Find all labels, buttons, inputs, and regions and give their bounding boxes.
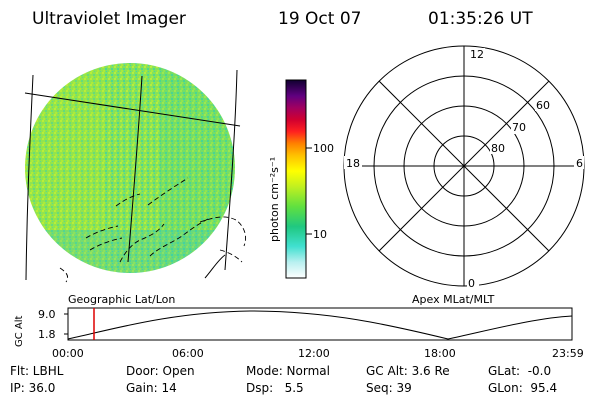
mlat-label-80: 80	[491, 142, 505, 155]
time-tick-1200: 12:00	[298, 347, 330, 360]
time-tick-0000: 00:00	[52, 347, 84, 360]
date-label: 19 Oct 07	[278, 9, 361, 29]
time-tick-0600: 06:00	[172, 347, 204, 360]
gc-alt-axis-label: GC Alt	[14, 315, 25, 347]
status-gc-alt: GC Alt: 3.6 Re	[366, 364, 450, 378]
status-glon: GLon: 95.4	[488, 381, 558, 395]
colorbar: 100 10 photon cm⁻²s⁻¹	[268, 79, 334, 279]
altitude-curve	[67, 310, 573, 340]
mlat-label-60: 60	[536, 99, 550, 112]
geographic-grid	[24, 69, 241, 281]
mlt-label-12: 12	[470, 48, 484, 61]
status-gain: Gain: 14	[126, 381, 177, 395]
polar-labels: 12 18 6 0 60 70 80	[344, 48, 584, 290]
mlt-label-18: 18	[346, 157, 360, 170]
gc-alt-tick-9: 9.0	[38, 308, 56, 321]
colorbar-ramp	[285, 79, 307, 279]
geographic-image	[24, 63, 247, 283]
time-label: 01:35:26 UT	[428, 9, 533, 29]
status-dsp: Dsp: 5.5	[246, 381, 304, 395]
geographic-caption: Geographic Lat/Lon	[68, 293, 175, 306]
colorbar-tick-100: 100	[313, 142, 334, 155]
time-tick-1800: 18:00	[424, 347, 456, 360]
polar-plot	[343, 45, 585, 287]
time-tick-2359: 23:59	[552, 347, 584, 360]
status-glat: GLat: -0.0	[488, 364, 552, 378]
status-ip: IP: 36.0	[10, 381, 56, 395]
gc-alt-tick-1-8: 1.8	[38, 328, 56, 341]
status-seq: Seq: 39	[366, 381, 412, 395]
earth-disk	[25, 63, 235, 273]
altitude-timeline: 9.0 1.8 GC Alt 00:00 06:00 12:00 18:00 2…	[14, 307, 584, 360]
status-door: Door: Open	[126, 364, 195, 378]
status-mode: Mode: Normal	[246, 364, 330, 378]
mlt-label-6: 6	[576, 157, 583, 170]
coastlines	[59, 177, 247, 283]
colorbar-unit-label: photon cm⁻²s⁻¹	[268, 157, 281, 242]
instrument-title: Ultraviolet Imager	[32, 9, 186, 29]
status-filter: Flt: LBHL	[10, 364, 64, 378]
colorbar-tick-10: 10	[313, 228, 327, 241]
apex-caption: Apex MLat/MLT	[412, 293, 495, 306]
mlt-label-0: 0	[468, 277, 475, 290]
timeline-frame	[67, 307, 573, 341]
mlat-label-70: 70	[512, 121, 526, 134]
